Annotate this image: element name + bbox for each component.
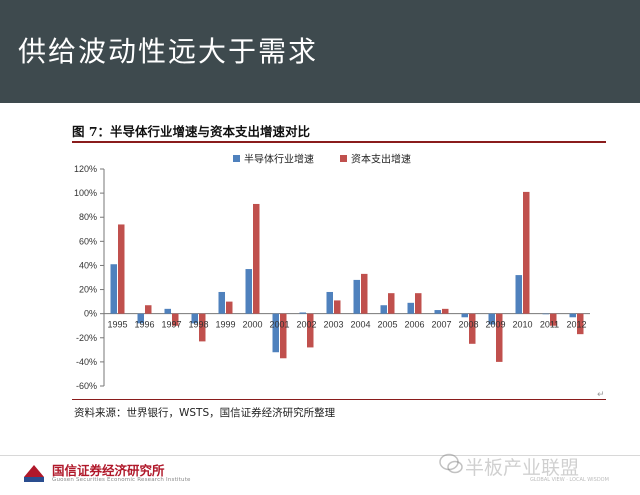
semiconductor-bar [218,291,225,314]
y-tick-label: 120% [74,164,97,174]
slide-header: 供给波动性远大于需求 [0,0,640,103]
legend-swatch [340,155,347,162]
figure-caption: 图 7：半导体行业增速与资本支出增速对比 [72,124,311,139]
semiconductor-bar [326,291,333,314]
x-tick-label: 2006 [404,320,424,330]
source-note: 资料来源：世界银行，WSTS，国信证券经济研究所整理 [74,407,336,419]
capex-bar [226,301,233,314]
y-tick-label: -40% [76,357,97,367]
capex-bar [442,308,449,314]
x-tick-label: 1996 [134,320,154,330]
y-tick-label: 80% [79,212,97,222]
semiconductor-bar [380,305,387,314]
capex-bar [118,224,125,314]
y-tick-label: 40% [79,260,97,270]
semiconductor-bar [461,313,468,318]
x-tick-label: 1998 [188,320,208,330]
semiconductor-bar [191,313,198,324]
x-tick-label: 2001 [269,320,289,330]
semiconductor-bar [434,310,441,314]
x-tick-label: 2005 [377,320,397,330]
x-tick-label: 2003 [323,320,343,330]
capex-bar [199,313,206,342]
semiconductor-bar [488,313,495,325]
semiconductor-bar [137,313,144,324]
company-name: 国信证券经济研究所 [52,463,165,478]
x-tick-label: 1995 [107,320,127,330]
watermark-subtext: GLOBAL VIEW · LOCAL WISDOM [530,477,609,483]
capex-bar [388,293,395,314]
semiconductor-bar [407,302,414,314]
semiconductor-bar [542,313,549,315]
x-tick-label: 2012 [566,320,586,330]
y-tick-label: -60% [76,381,97,391]
y-tick-label: 20% [79,285,97,295]
capex-bar [307,313,314,348]
x-tick-label: 2009 [485,320,505,330]
capex-bar [280,313,287,359]
capex-bar [361,273,368,314]
semiconductor-bar [272,313,279,353]
capex-bar [523,191,530,314]
legend-swatch [233,155,240,162]
x-tick-label: 1997 [161,320,181,330]
capex-bar [577,313,584,335]
capex-bar [496,313,503,362]
x-tick-label: 2002 [296,320,316,330]
capex-bar [469,313,476,344]
x-tick-label: 1999 [215,320,235,330]
capex-bar [334,300,341,314]
company-logo-icon [24,465,44,482]
x-tick-label: 2008 [458,320,478,330]
slide-title: 供给波动性远大于需求 [18,35,319,68]
source-rule [72,399,606,400]
semiconductor-bar [299,312,306,314]
capex-bar [550,313,557,326]
footer-divider [0,455,640,456]
semiconductor-bar [110,264,117,314]
wechat-icon [439,453,463,474]
semiconductor-bar [245,269,252,314]
x-tick-label: 2011 [540,320,559,330]
y-tick-label: 100% [74,188,97,198]
semiconductor-bar [515,275,522,314]
legend-label: 资本支出增速 [351,153,411,166]
x-tick-label: 2007 [431,320,451,330]
y-tick-label: -20% [76,333,97,343]
watermark-text: 半板产业联盟 [465,457,580,479]
x-tick-label: 2010 [512,320,532,330]
semiconductor-bar [164,308,171,314]
caption-rule [72,141,606,143]
semiconductor-bar [353,279,360,314]
x-tick-label: 2000 [242,320,262,330]
semiconductor-bar [569,313,576,318]
legend-label: 半导体行业增速 [244,153,314,166]
company-subname: Guosen Securities Economic Research Inst… [52,477,191,483]
paragraph-mark-icon: ↵ [597,390,605,400]
capex-bar [145,305,152,314]
y-tick-label: 0% [84,309,97,319]
capex-bar [253,203,260,314]
capex-bar [415,293,422,314]
capex-bar [172,313,179,326]
x-tick-label: 2004 [350,320,370,330]
y-tick-label: 60% [79,236,97,246]
